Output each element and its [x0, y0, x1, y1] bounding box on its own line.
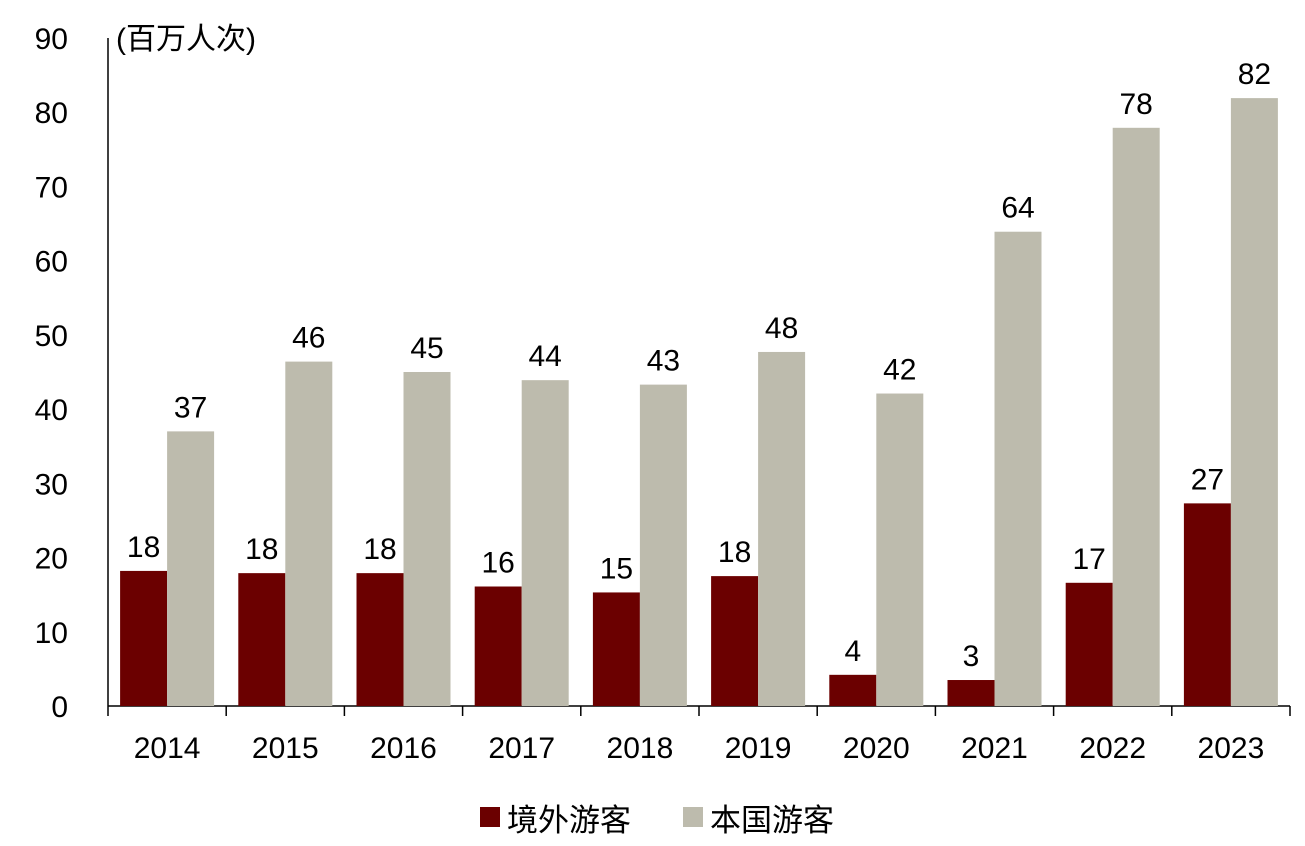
- legend-swatch-series-0: [480, 807, 500, 827]
- legend: 境外游客 本国游客: [480, 803, 834, 838]
- x-tick-label-2019: 2019: [725, 732, 792, 765]
- x-tick-label-2022: 2022: [1079, 732, 1146, 765]
- data-label-series-0-2017: 16: [482, 547, 515, 580]
- bar-series-0-2017: [474, 586, 522, 706]
- data-label-series-0-2015: 18: [245, 533, 278, 566]
- bar-series-0-2014: [120, 570, 168, 706]
- y-tick-label: 70: [35, 171, 68, 204]
- data-label-series-1-2022: 78: [1120, 88, 1153, 121]
- y-tick-label: 90: [35, 23, 68, 56]
- bar-series-1-2017: [521, 380, 569, 706]
- x-tick-label-2017: 2017: [488, 732, 555, 765]
- data-label-series-0-2020: 4: [844, 635, 861, 668]
- legend-swatch-series-1: [683, 807, 703, 827]
- x-tick-label-2018: 2018: [607, 732, 674, 765]
- data-label-series-0-2018: 15: [600, 552, 633, 585]
- data-label-series-1-2021: 64: [1001, 192, 1034, 225]
- bar-series-0-2019: [711, 576, 759, 706]
- x-tick-label-2020: 2020: [843, 732, 910, 765]
- data-label-series-0-2019: 18: [718, 536, 751, 569]
- bar-series-0-2021: [947, 680, 995, 706]
- x-tick-label-2015: 2015: [252, 732, 319, 765]
- x-tick-label-2021: 2021: [961, 732, 1028, 765]
- bar-series-1-2019: [758, 351, 806, 706]
- bar-marks: [120, 98, 1278, 707]
- bar-series-0-2015: [238, 573, 286, 706]
- data-labels: 18 37 18 46 18 45 16 44 15 43 18 48 4 42 3 64 17 78 27 82: [127, 58, 1271, 673]
- y-tick-label: 50: [35, 320, 68, 353]
- y-tick-label: 60: [35, 246, 68, 279]
- y-tick-label: 20: [35, 543, 68, 576]
- data-label-series-1-2014: 37: [174, 391, 207, 424]
- bar-series-1-2016: [403, 372, 451, 706]
- data-label-series-0-2023: 27: [1191, 463, 1224, 496]
- x-tick-labels: 2014 2015 2016 2017 2018 2019 2020 2021 2022 2023: [134, 732, 1265, 765]
- data-label-series-1-2018: 43: [647, 345, 680, 378]
- legend-label-series-1: 本国游客: [710, 803, 834, 838]
- data-label-series-1-2019: 48: [765, 312, 798, 345]
- bar-series-1-2023: [1230, 98, 1278, 707]
- y-tick-label: 10: [35, 617, 68, 650]
- unit-label: (百万人次): [116, 23, 256, 56]
- data-label-series-0-2014: 18: [127, 531, 160, 564]
- bar-series-1-2015: [285, 361, 333, 706]
- bar-series-1-2020: [876, 393, 924, 706]
- y-tick-label: 0: [51, 691, 68, 724]
- bar-series-1-2021: [994, 231, 1042, 706]
- data-label-series-1-2017: 44: [529, 340, 562, 373]
- legend-label-series-0: 境外游客: [507, 803, 631, 838]
- data-label-series-1-2015: 46: [292, 322, 325, 355]
- data-label-series-0-2021: 3: [963, 640, 980, 673]
- data-label-series-0-2022: 17: [1073, 543, 1106, 576]
- bar-series-0-2022: [1065, 582, 1113, 706]
- x-tick-marks: [107, 706, 1291, 716]
- data-label-series-1-2020: 42: [883, 354, 916, 387]
- x-tick-label-2016: 2016: [370, 732, 437, 765]
- data-label-series-1-2023: 82: [1238, 58, 1271, 91]
- data-label-series-1-2016: 45: [410, 332, 443, 365]
- bar-series-0-2018: [592, 592, 640, 706]
- y-tick-label: 40: [35, 394, 68, 427]
- y-tick-label: 80: [35, 97, 68, 130]
- bar-series-0-2023: [1183, 503, 1231, 706]
- bar-series-0-2020: [829, 674, 877, 706]
- y-tick-label: 30: [35, 468, 68, 501]
- data-label-series-0-2016: 18: [363, 533, 396, 566]
- x-tick-label-2014: 2014: [134, 732, 201, 765]
- bar-series-1-2022: [1112, 127, 1160, 706]
- bar-series-1-2018: [639, 384, 687, 706]
- bar-series-1-2014: [167, 431, 215, 706]
- bar-series-0-2016: [356, 573, 404, 706]
- y-tick-labels: 0 10 20 30 40 50 60 70 80 90: [35, 23, 68, 724]
- x-tick-label-2023: 2023: [1198, 732, 1265, 765]
